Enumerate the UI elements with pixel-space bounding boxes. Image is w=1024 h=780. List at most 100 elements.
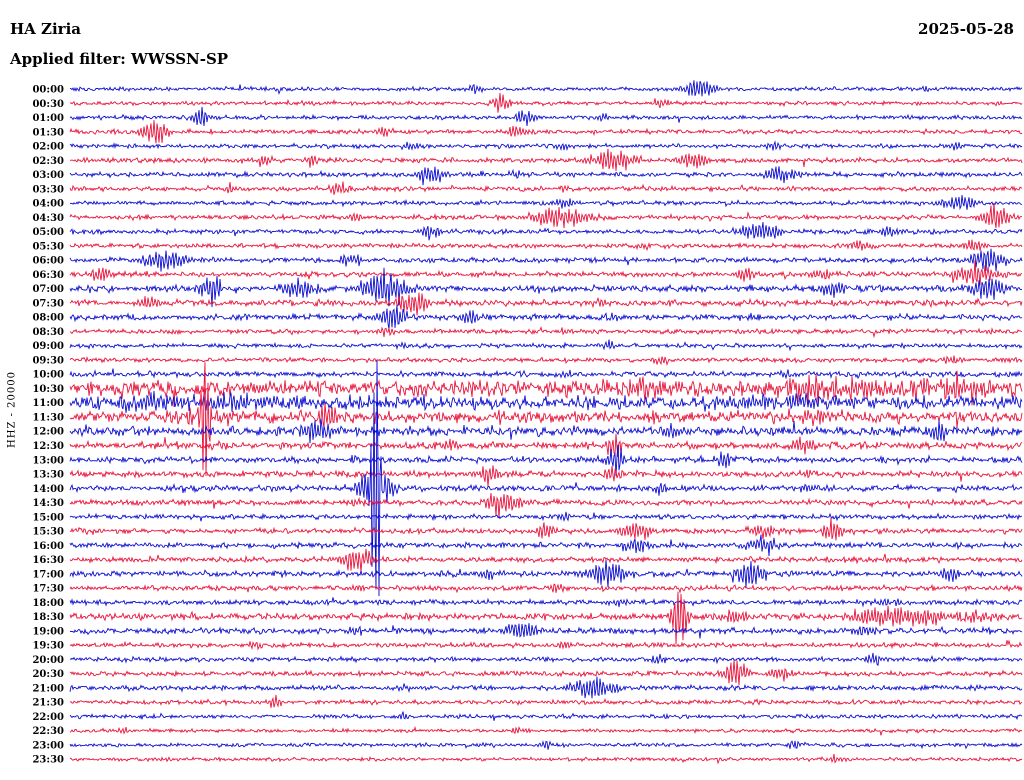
time-label: 21:30 bbox=[32, 698, 64, 709]
trace-0700 bbox=[69, 267, 1023, 308]
time-label: 02:00 bbox=[32, 142, 64, 153]
filter-label: Applied filter: WWSSN-SP bbox=[10, 50, 229, 68]
trace-1930 bbox=[69, 639, 1023, 651]
time-label: 09:30 bbox=[32, 355, 64, 366]
trace-0730 bbox=[69, 292, 1023, 316]
time-label: 20:00 bbox=[32, 655, 64, 666]
time-label: 17:30 bbox=[32, 584, 64, 595]
time-label: 10:30 bbox=[32, 384, 64, 395]
trace-2130 bbox=[69, 694, 1023, 708]
trace-0630 bbox=[69, 260, 1023, 286]
trace-1700 bbox=[69, 559, 1023, 588]
trace-0030 bbox=[69, 92, 1023, 113]
trace-2300 bbox=[69, 740, 1023, 750]
trace-1030 bbox=[69, 370, 1023, 407]
trace-1300 bbox=[69, 444, 1023, 477]
time-label: 11:00 bbox=[32, 398, 64, 409]
trace-1100 bbox=[69, 390, 1023, 413]
time-label: 06:00 bbox=[32, 256, 64, 267]
trace-1730 bbox=[69, 583, 1023, 594]
time-label: 16:30 bbox=[32, 555, 64, 566]
trace-0830 bbox=[69, 326, 1023, 339]
time-label: 16:00 bbox=[32, 541, 64, 552]
trace-1330 bbox=[69, 465, 1023, 487]
time-label: 20:30 bbox=[32, 669, 64, 680]
trace-2000 bbox=[69, 652, 1023, 667]
time-label: 03:30 bbox=[32, 184, 64, 195]
trace-1230 bbox=[69, 433, 1023, 457]
date-label: 2025-05-28 bbox=[918, 20, 1014, 38]
trace-1600 bbox=[69, 534, 1023, 557]
trace-1500 bbox=[69, 511, 1023, 522]
time-label: 09:00 bbox=[32, 341, 64, 352]
trace-1130 bbox=[69, 362, 1023, 477]
trace-1430 bbox=[69, 493, 1023, 519]
trace-0130 bbox=[69, 120, 1023, 144]
time-label: 08:30 bbox=[32, 327, 64, 338]
time-label: 10:00 bbox=[32, 370, 64, 381]
time-label: 12:00 bbox=[32, 427, 64, 438]
time-label: 17:00 bbox=[32, 569, 64, 580]
trace-0600 bbox=[69, 248, 1023, 272]
trace-0900 bbox=[69, 339, 1023, 352]
time-label: 13:30 bbox=[32, 470, 64, 481]
time-label: 02:30 bbox=[32, 156, 64, 167]
time-label: 08:00 bbox=[32, 313, 64, 324]
time-label: 15:00 bbox=[32, 512, 64, 523]
trace-1200 bbox=[69, 418, 1023, 444]
time-label: 00:30 bbox=[32, 99, 64, 110]
time-label: 19:00 bbox=[32, 626, 64, 637]
trace-0000 bbox=[69, 80, 1023, 97]
time-label: 07:00 bbox=[32, 284, 64, 295]
trace-0530 bbox=[69, 239, 1023, 252]
time-label: 15:30 bbox=[32, 527, 64, 538]
time-label: 14:30 bbox=[32, 498, 64, 509]
trace-0300 bbox=[69, 166, 1023, 186]
trace-1830 bbox=[69, 591, 1023, 645]
trace-0800 bbox=[69, 304, 1023, 330]
trace-2330 bbox=[69, 753, 1023, 765]
trace-2230 bbox=[69, 725, 1023, 736]
station-title: HA Ziria bbox=[10, 20, 82, 38]
time-label: 19:30 bbox=[32, 641, 64, 652]
time-label: 06:30 bbox=[32, 270, 64, 281]
trace-1000 bbox=[69, 368, 1023, 380]
time-label: 03:00 bbox=[32, 170, 64, 181]
trace-0500 bbox=[69, 222, 1023, 241]
time-label: 12:30 bbox=[32, 441, 64, 452]
trace-1630 bbox=[69, 548, 1023, 573]
time-label: 01:00 bbox=[32, 113, 64, 124]
time-label: 00:00 bbox=[32, 85, 64, 96]
trace-0100 bbox=[69, 106, 1023, 127]
time-label: 23:30 bbox=[32, 755, 64, 766]
time-label: 23:00 bbox=[32, 741, 64, 752]
time-label: 07:30 bbox=[32, 298, 64, 309]
time-label: 22:30 bbox=[32, 726, 64, 737]
trace-1530 bbox=[69, 517, 1023, 541]
trace-2100 bbox=[69, 676, 1023, 699]
time-label: 21:00 bbox=[32, 683, 64, 694]
trace-1900 bbox=[69, 623, 1023, 639]
time-label: 04:30 bbox=[32, 213, 64, 224]
trace-0330 bbox=[69, 181, 1023, 195]
trace-1400 bbox=[69, 359, 1023, 597]
time-label: 04:00 bbox=[32, 199, 64, 210]
trace-2030 bbox=[69, 660, 1023, 686]
trace-0400 bbox=[69, 194, 1023, 211]
trace-1800 bbox=[69, 597, 1023, 608]
trace-0930 bbox=[69, 355, 1023, 367]
time-label: 11:30 bbox=[32, 413, 64, 424]
time-label: 18:30 bbox=[32, 612, 64, 623]
time-label: 05:00 bbox=[32, 227, 64, 238]
time-label: 05:30 bbox=[32, 241, 64, 252]
time-label: 13:00 bbox=[32, 455, 64, 466]
trace-0430 bbox=[69, 202, 1023, 229]
trace-2200 bbox=[69, 711, 1023, 721]
time-label: 01:30 bbox=[32, 127, 64, 138]
time-label: 22:00 bbox=[32, 712, 64, 723]
time-label: 18:00 bbox=[32, 598, 64, 609]
trace-0200 bbox=[69, 140, 1023, 152]
trace-0230 bbox=[70, 148, 1023, 171]
